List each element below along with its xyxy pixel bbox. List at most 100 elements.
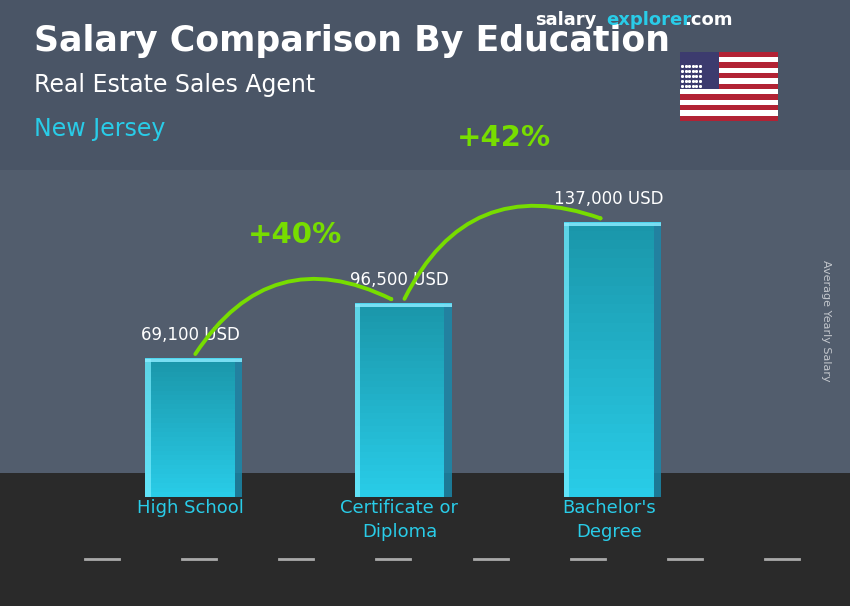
Bar <box>145 404 235 409</box>
Bar <box>680 95 778 100</box>
Bar <box>680 62 778 68</box>
Bar <box>145 451 235 455</box>
Bar <box>354 303 451 307</box>
Bar <box>145 377 235 381</box>
Text: Bachelor's
Degree: Bachelor's Degree <box>562 499 656 541</box>
Bar <box>354 348 445 355</box>
Bar <box>354 445 445 451</box>
Bar <box>354 458 445 465</box>
Bar <box>354 303 360 497</box>
Bar <box>145 441 235 446</box>
Bar <box>354 329 445 335</box>
Bar <box>145 390 235 395</box>
Bar <box>680 78 778 84</box>
Bar <box>564 470 654 479</box>
Bar <box>680 68 778 73</box>
Bar <box>354 355 445 361</box>
Bar <box>680 110 778 116</box>
Bar <box>145 395 235 400</box>
Bar <box>564 359 654 368</box>
Bar <box>564 451 654 460</box>
Text: Average Yearly Salary: Average Yearly Salary <box>821 261 831 382</box>
Bar <box>354 322 445 329</box>
Bar <box>564 222 654 231</box>
Bar <box>145 474 235 478</box>
Bar <box>354 393 445 400</box>
Bar <box>564 424 654 433</box>
Bar <box>564 387 654 396</box>
Bar <box>145 358 235 363</box>
Bar <box>354 310 445 316</box>
Bar <box>354 465 445 471</box>
Text: +42%: +42% <box>457 124 552 152</box>
Bar <box>354 490 445 497</box>
Text: +40%: +40% <box>247 221 342 249</box>
Bar <box>680 52 719 89</box>
Bar <box>564 378 654 387</box>
Text: .com: .com <box>684 11 733 28</box>
Bar <box>564 222 661 223</box>
Bar <box>145 358 150 497</box>
Bar <box>564 396 654 405</box>
Bar <box>564 322 654 332</box>
Bar <box>564 222 570 497</box>
Bar <box>564 304 654 313</box>
Text: salary: salary <box>536 11 597 28</box>
Bar <box>354 374 445 381</box>
Text: explorer: explorer <box>606 11 691 28</box>
Bar <box>564 332 654 341</box>
Bar <box>564 295 654 304</box>
Bar <box>564 415 654 424</box>
Bar <box>145 432 235 437</box>
Bar <box>564 350 654 359</box>
Bar <box>145 400 235 404</box>
Text: Salary Comparison By Education: Salary Comparison By Education <box>34 24 670 58</box>
Bar <box>354 478 445 484</box>
Bar <box>145 381 235 386</box>
Bar <box>564 442 654 451</box>
Bar <box>354 303 445 310</box>
Bar <box>680 57 778 62</box>
Bar <box>354 342 445 348</box>
Bar <box>564 268 654 277</box>
Bar <box>564 313 654 322</box>
Bar <box>564 433 654 442</box>
Bar <box>145 488 235 492</box>
Bar <box>564 488 654 497</box>
Bar <box>564 341 654 350</box>
Bar <box>354 400 445 407</box>
Bar <box>235 358 242 497</box>
Bar <box>145 455 235 460</box>
Bar <box>145 478 235 483</box>
Bar <box>680 100 778 105</box>
Bar <box>564 249 654 258</box>
Bar <box>564 277 654 286</box>
Bar <box>354 303 451 304</box>
Bar <box>680 73 778 78</box>
Bar <box>145 427 235 432</box>
Bar <box>354 419 445 426</box>
Bar <box>145 367 235 372</box>
Bar <box>145 492 235 497</box>
Bar <box>564 368 654 378</box>
Bar <box>354 316 445 322</box>
Bar <box>680 89 778 95</box>
Bar <box>145 483 235 488</box>
Text: Real Estate Sales Agent: Real Estate Sales Agent <box>34 73 315 98</box>
Text: Certificate or
Diploma: Certificate or Diploma <box>341 499 458 541</box>
Bar <box>145 437 235 441</box>
Bar <box>354 387 445 393</box>
Bar <box>354 451 445 458</box>
Bar <box>354 381 445 387</box>
Bar <box>354 335 445 342</box>
Bar <box>145 418 235 423</box>
Bar <box>145 358 242 359</box>
Bar <box>354 471 445 478</box>
Text: 69,100 USD: 69,100 USD <box>140 326 240 344</box>
Text: New Jersey: New Jersey <box>34 118 166 141</box>
Bar <box>145 386 235 390</box>
Bar <box>145 363 235 367</box>
Bar <box>145 465 235 469</box>
Bar <box>354 361 445 368</box>
Bar <box>354 439 445 445</box>
